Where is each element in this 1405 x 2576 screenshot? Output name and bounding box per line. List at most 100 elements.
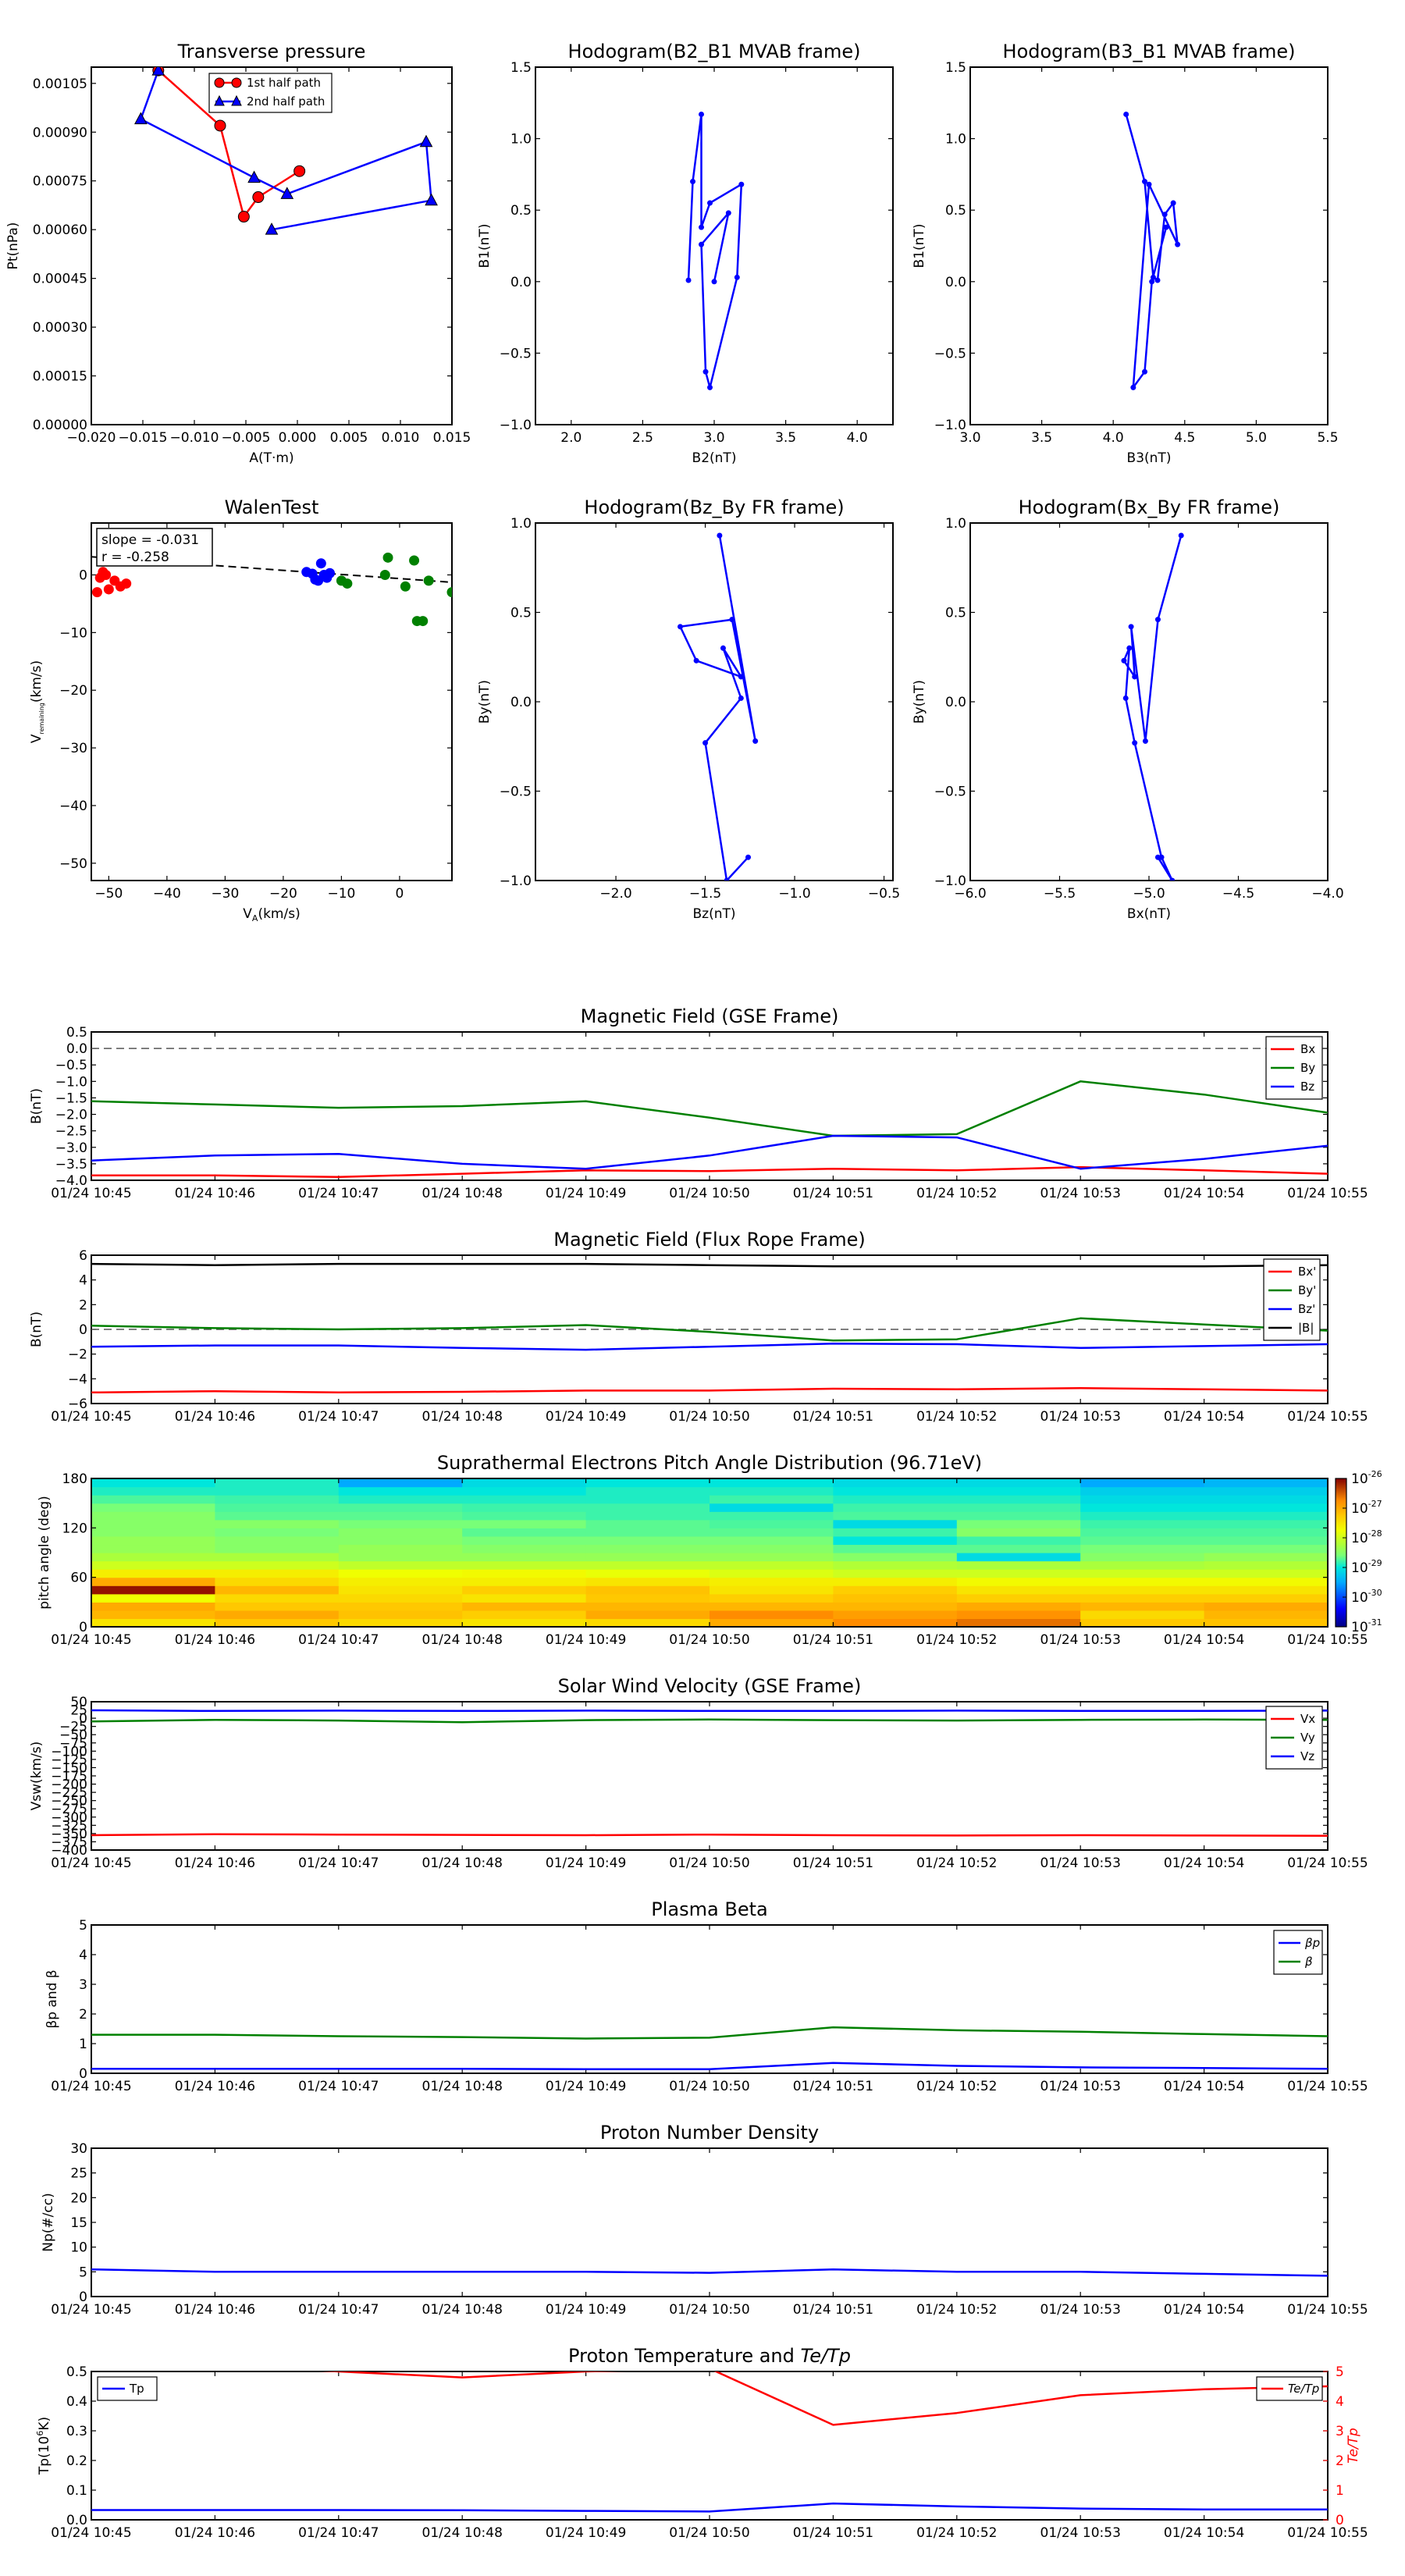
data-point — [1150, 274, 1156, 280]
y-tick-label: 0.0 — [945, 275, 966, 290]
data-point — [752, 738, 759, 744]
heatmap-cell — [462, 1560, 587, 1570]
data-point — [1146, 181, 1152, 187]
y-tick-label: 1.5 — [945, 60, 966, 76]
time-tick-label: 01/24 10:45 — [51, 1632, 131, 1648]
heatmap-cell — [1080, 1519, 1205, 1528]
y-tick-label-right: 1 — [1336, 2483, 1344, 2499]
y-tick-label: 1 — [79, 2037, 87, 2052]
heatmap-cell — [215, 1560, 340, 1570]
heatmap-cell — [956, 1553, 1081, 1562]
data-point — [409, 555, 420, 566]
series-line-0 — [91, 1165, 1328, 1179]
y-tick-label: −275 — [51, 1802, 87, 1817]
heatmap-cell — [91, 1495, 215, 1504]
data-point — [690, 179, 696, 185]
legend-label: |B| — [1298, 1321, 1314, 1335]
y-tick-label: −125 — [51, 1752, 87, 1768]
y-tick-label-right: 0 — [1336, 2513, 1344, 2528]
heatmap-cell — [91, 1544, 215, 1553]
heatmap-cell — [215, 1569, 340, 1578]
y-tick-label: 30 — [70, 2141, 87, 2157]
y-tick-label: 4 — [79, 1273, 87, 1289]
time-tick-label: 01/24 10:51 — [793, 1186, 873, 1201]
time-tick-label: 01/24 10:49 — [546, 2525, 626, 2541]
data-point — [1142, 179, 1148, 185]
data-point — [446, 587, 452, 598]
series-line-0 — [91, 1386, 1328, 1394]
x-axis-label: VA(km/s) — [243, 906, 300, 923]
chart-title: Magnetic Field (Flux Rope Frame) — [553, 1229, 865, 1251]
heatmap-cell — [338, 1486, 463, 1496]
data-point — [325, 568, 336, 578]
heatmap-cell — [462, 1618, 587, 1627]
x-tick-label: −4.5 — [1222, 886, 1254, 902]
y-tick-label: 25 — [70, 1703, 87, 1719]
time-tick-label: 01/24 10:54 — [1164, 1409, 1244, 1425]
y-tick-label: −75 — [59, 1736, 87, 1752]
x-tick-label: −6.0 — [954, 886, 986, 902]
heatmap-cell — [956, 1511, 1081, 1521]
y-tick-label: −20 — [59, 683, 87, 699]
x-tick-label: −0.020 — [67, 430, 116, 446]
y-tick-label: −4 — [68, 1372, 87, 1387]
heatmap-cell — [462, 1503, 587, 1512]
heatmap-cell — [215, 1503, 340, 1512]
annotation-r: r = -0.258 — [101, 550, 169, 565]
x-tick-label: 0.015 — [433, 430, 471, 446]
heatmap-cell — [833, 1560, 958, 1570]
time-tick-label: 01/24 10:48 — [422, 2302, 503, 2318]
time-tick-label: 01/24 10:46 — [175, 2302, 255, 2318]
y-tick-label: 60 — [70, 1571, 87, 1586]
plot-area — [685, 111, 745, 390]
heatmap-cell — [585, 1618, 710, 1627]
data-point — [382, 552, 393, 563]
x-tick-label: −4.0 — [1311, 886, 1343, 902]
heatmap-cell — [1080, 1585, 1205, 1595]
y-tick-label: −2 — [68, 1347, 87, 1363]
heatmap-cell — [462, 1478, 587, 1488]
time-tick-label: 01/24 10:48 — [422, 2525, 503, 2541]
data-point — [738, 674, 744, 680]
y-tick-label: 3 — [79, 1977, 87, 1993]
chart-title: Solar Wind Velocity (GSE Frame) — [558, 1675, 862, 1697]
chart-magnetic-field-gse: Magnetic Field (GSE Frame) B(nT) 01/24 10:… — [29, 1005, 1368, 1201]
y-tick-label: −200 — [51, 1777, 87, 1793]
heatmap-cell — [956, 1560, 1081, 1570]
data-point — [699, 111, 705, 117]
heatmap-cell — [1080, 1569, 1205, 1578]
heatmap-cell — [1080, 1495, 1205, 1504]
y-tick-label-right: 5 — [1336, 2364, 1344, 2380]
x-tick-label: −0.5 — [868, 886, 900, 902]
heatmap-cell — [833, 1478, 958, 1488]
heatmap-cell — [91, 1585, 215, 1595]
heatmap-cell — [833, 1569, 958, 1578]
data-point — [1128, 624, 1134, 630]
time-tick-label: 01/24 10:49 — [546, 1632, 626, 1648]
y-tick-label: −1.0 — [55, 1074, 87, 1090]
heatmap-cell — [1080, 1593, 1205, 1603]
y-tick-label: 0.5 — [66, 1025, 87, 1041]
heatmap-cell — [215, 1544, 340, 1553]
heatmap-cell — [462, 1569, 587, 1578]
y-tick-label: 15 — [70, 2215, 87, 2231]
heatmap-cell — [710, 1511, 834, 1521]
y-tick-label: 0 — [79, 1711, 87, 1727]
heatmap-cell — [710, 1544, 834, 1553]
chart-title: Hodogram(B3_B1 MVAB frame) — [1003, 41, 1296, 62]
time-tick-label: 01/24 10:50 — [669, 2525, 749, 2541]
y-tick-label-right: 3 — [1336, 2424, 1344, 2439]
legend-marker-2 — [214, 94, 225, 106]
heatmap-cell — [585, 1593, 710, 1603]
y-tick-label: 0.5 — [945, 203, 966, 219]
heatmap-cell — [956, 1577, 1081, 1586]
time-tick-label: 01/24 10:48 — [422, 1632, 503, 1648]
chart-hodogram-bx-by: Hodogram(Bx_By FR frame) Bx(nT) By(nT) −6.0… — [912, 496, 1344, 922]
data-point — [693, 657, 699, 664]
data-point — [724, 877, 730, 881]
heatmap-cell — [1204, 1610, 1328, 1620]
time-tick-label: 01/24 10:49 — [546, 1409, 626, 1425]
y-tick-label: −150 — [51, 1760, 87, 1776]
time-tick-label: 01/24 10:55 — [1287, 1632, 1368, 1648]
heatmap-cell — [833, 1495, 958, 1504]
